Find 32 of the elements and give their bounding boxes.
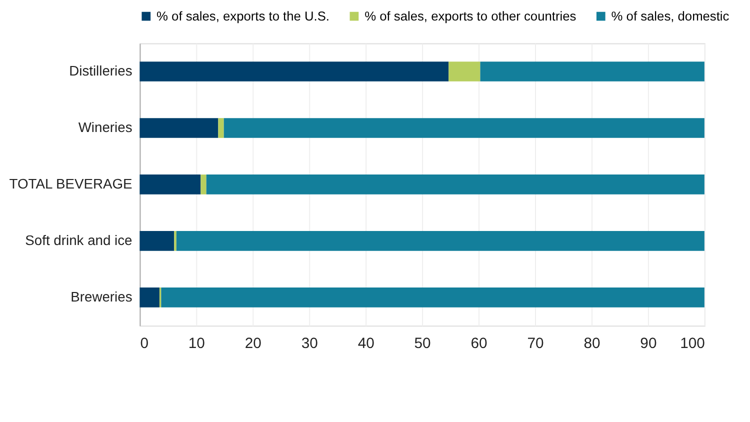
y-tick-label: Breweries	[70, 288, 132, 304]
legend-label: % of sales, domestic	[611, 8, 730, 24]
bar	[218, 118, 224, 138]
bar	[140, 174, 201, 194]
x-tick-label: 70	[527, 336, 544, 352]
x-tick-label: 10	[188, 336, 205, 352]
bar	[161, 288, 704, 308]
x-tick-label: 50	[414, 336, 431, 352]
x-tick-label: 20	[244, 336, 262, 352]
x-tick-label: 100	[680, 336, 705, 352]
bar	[140, 118, 218, 138]
x-tick-label: 90	[640, 336, 657, 352]
x-tick-label: 60	[470, 336, 488, 352]
legend-label: % of sales, exports to the U.S.	[156, 8, 330, 24]
x-tick-label: 0	[140, 336, 148, 352]
bar	[448, 62, 480, 82]
bar	[200, 174, 206, 194]
y-tick-label: Soft drink and ice	[25, 232, 133, 248]
x-tick-label: 40	[358, 336, 374, 352]
bar	[140, 288, 160, 308]
bar	[480, 62, 704, 82]
bar	[140, 62, 449, 82]
y-tick-label: TOTAL BEVERAGE	[9, 175, 132, 192]
bar	[176, 231, 704, 251]
x-tick-label: 30	[301, 336, 318, 352]
legend-label: % of sales, exports to other countries	[364, 8, 576, 24]
y-tick-label: Distilleries	[69, 62, 132, 78]
bar	[140, 231, 174, 251]
bar	[224, 118, 704, 138]
x-tick-label: 80	[584, 336, 600, 352]
y-tick-label: Wineries	[78, 118, 132, 135]
bar	[206, 174, 704, 194]
